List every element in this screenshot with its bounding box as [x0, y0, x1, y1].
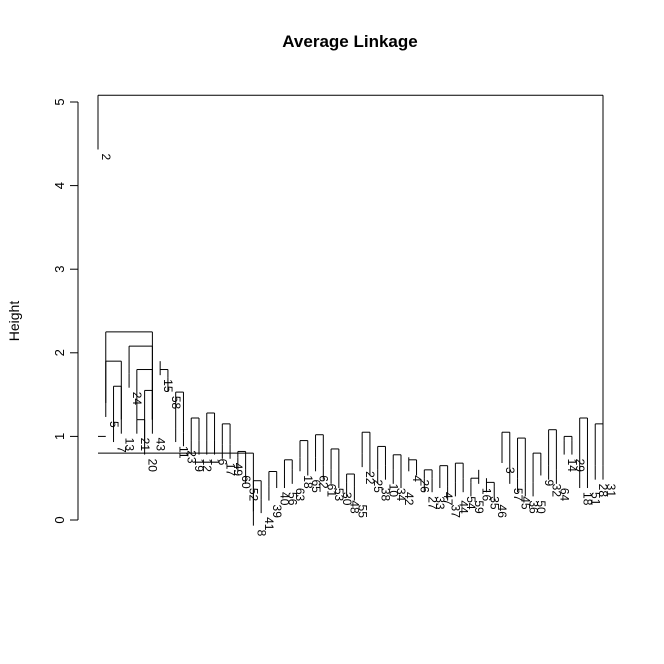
y-axis: 0 1 2 3 4 5 — [52, 98, 79, 524]
leaf-label: 43 — [153, 438, 167, 452]
leaf-label: 65 — [309, 479, 323, 493]
leaf-label: 39 — [270, 505, 284, 519]
leaf-label: 18 — [301, 475, 315, 489]
leaf-label: 9 — [542, 479, 556, 486]
leaf-label: 34 — [394, 488, 408, 502]
y-axis-label: Height — [6, 301, 22, 342]
leaf-label: 11 — [177, 446, 191, 459]
leaf-label: 7 — [115, 446, 129, 453]
y-tick-label: 0 — [52, 516, 67, 523]
leaf-label: 44 — [456, 500, 470, 514]
leaf-label: 52 — [247, 488, 261, 502]
leaf-label: 14 — [565, 459, 579, 473]
leaf-label: 56 — [285, 492, 299, 506]
leaf-label: 41 — [262, 517, 276, 531]
leaf-label: 29 — [573, 459, 587, 473]
leaf-label: 22 — [363, 471, 377, 485]
leaf-label: 26 — [418, 479, 432, 493]
leaf-label: 35 — [487, 496, 501, 510]
chart-title: Average Linkage — [282, 32, 417, 51]
leaf-label: 28 — [596, 484, 610, 498]
leaf-label: 48 — [348, 500, 362, 514]
leaf-label: 46 — [495, 505, 509, 519]
y-tick-label: 1 — [52, 433, 67, 440]
leaf-label: 15 — [161, 379, 175, 393]
leaf-label: 17 — [223, 463, 237, 477]
leaf-label: 53 — [332, 488, 346, 502]
leaf-label: 49 — [231, 463, 245, 477]
leaf-label: 36 — [526, 500, 540, 514]
leaf-label: 60 — [239, 475, 253, 489]
leaf-label: 59 — [472, 500, 486, 514]
leaf-label: 55 — [355, 505, 369, 519]
leaf-label: 1 — [208, 459, 222, 466]
leaf-label: 3 — [503, 467, 517, 474]
leaf-labels: 2571324212043155811231912161749605284139… — [99, 153, 618, 536]
leaf-label: 30 — [340, 492, 354, 506]
leaf-label: 4 — [410, 475, 424, 482]
leaf-label: 37 — [449, 505, 463, 519]
leaf-label: 16 — [480, 488, 494, 502]
leaf-label: 54 — [464, 496, 478, 510]
leaf-label: 61 — [324, 484, 338, 498]
leaf-label: 63 — [293, 488, 307, 502]
leaf-label: 27 — [425, 496, 439, 510]
leaf-label: 24 — [130, 392, 144, 406]
leaf-label: 57 — [511, 488, 525, 502]
leaf-label: 38 — [379, 488, 393, 502]
leaf-label: 5 — [107, 421, 121, 428]
leaf-label: 18 — [581, 492, 595, 506]
leaf-label: 6 — [216, 459, 230, 466]
leaf-label: 8 — [254, 530, 268, 537]
leaf-label: 45 — [519, 496, 533, 510]
y-tick-label: 5 — [52, 98, 67, 105]
leaf-label: 32 — [550, 484, 564, 498]
leaf-label: 40 — [278, 492, 292, 506]
leaf-label: 62 — [317, 475, 331, 489]
leaf-label: 21 — [138, 438, 152, 452]
leaf-label: 25 — [371, 479, 385, 493]
leaf-label: 10 — [386, 484, 400, 498]
leaf-label: 58 — [169, 396, 183, 410]
y-tick-label: 4 — [52, 182, 67, 189]
leaf-label: 51 — [588, 492, 602, 506]
leaf-label: 64 — [557, 488, 571, 502]
y-tick-label: 3 — [52, 266, 67, 273]
leaf-label: 42 — [402, 492, 416, 506]
leaf-label: 19 — [192, 459, 206, 473]
leaf-label: 13 — [122, 438, 136, 452]
leaf-label: 23 — [184, 450, 198, 464]
y-tick-label: 2 — [52, 349, 67, 356]
leaf-label: 33 — [433, 496, 447, 510]
leaf-label: 20 — [146, 459, 160, 473]
dendrogram-links — [97, 94, 604, 526]
leaf-label: 12 — [200, 459, 214, 473]
leaf-label: 31 — [604, 484, 618, 498]
leaf-label: 50 — [534, 500, 548, 514]
leaf-label: 2 — [99, 153, 113, 160]
leaf-label: 47 — [441, 492, 455, 506]
